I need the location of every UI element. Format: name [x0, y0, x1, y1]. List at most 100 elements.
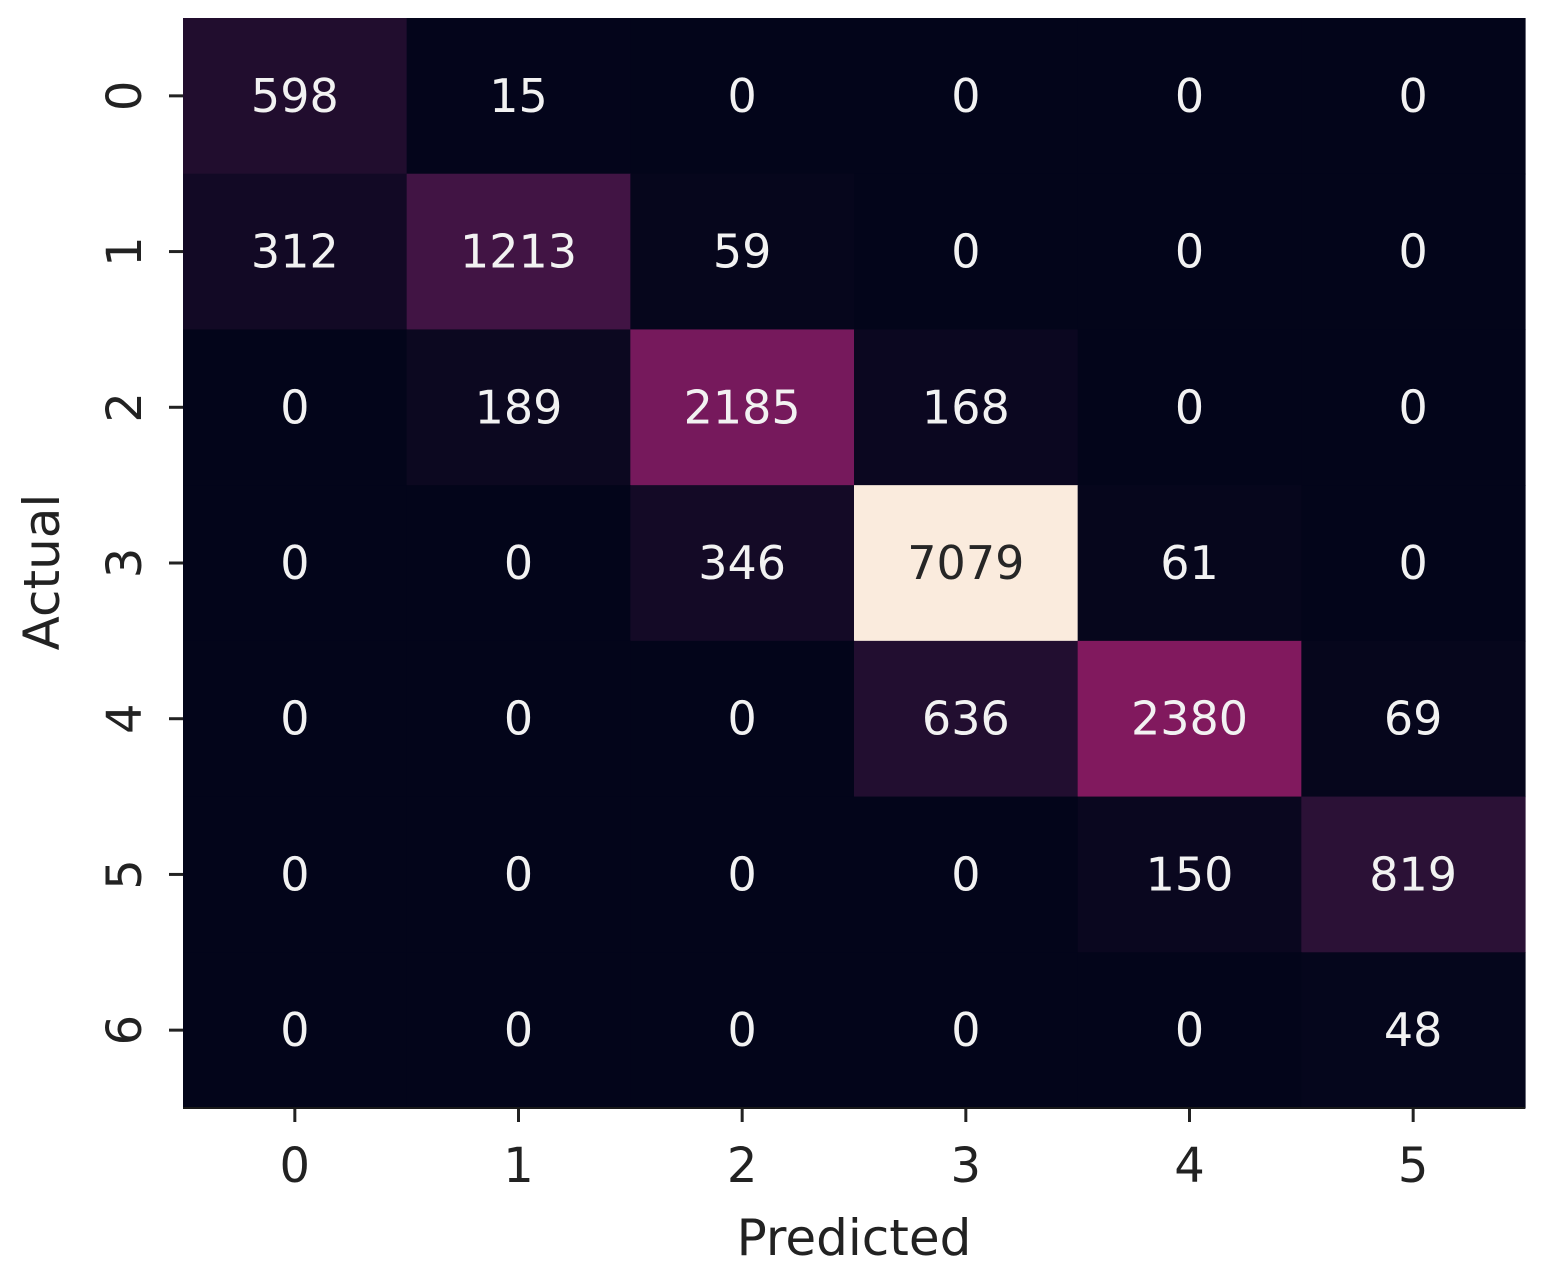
- heatmap-cell-r2-c3: [854, 329, 1079, 486]
- heatmap-cell-r0-c2: [630, 18, 855, 175]
- cell-value-r1-c3: 0: [951, 225, 980, 279]
- heatmap-cell-r6-c0: [183, 952, 408, 1109]
- cell-value-r3-c4: 61: [1160, 536, 1219, 590]
- cell-value-r1-c5: 0: [1399, 225, 1428, 279]
- heatmap-cell-r2-c1: [406, 329, 631, 486]
- heatmap-cell-r1-c1: [406, 173, 631, 331]
- heatmap-cell-r0-c0: [183, 18, 408, 175]
- x-axis-label: Predicted: [737, 1209, 972, 1267]
- heatmap-cell-r5-c2: [630, 796, 855, 953]
- cell-value-r2-c3: 168: [922, 380, 1010, 434]
- y-tick-label-5: 5: [97, 859, 153, 890]
- cell-value-r3-c5: 0: [1399, 536, 1428, 590]
- heatmap-cell-r6-c1: [406, 952, 631, 1109]
- cell-value-r2-c1: 189: [475, 380, 563, 434]
- heatmap-cell-r5-c1: [406, 796, 631, 953]
- heatmap-cell-r4-c5: [1301, 640, 1526, 798]
- heatmap-cell-r5-c5: [1301, 796, 1526, 953]
- heatmap-cell-r0-c4: [1077, 18, 1302, 175]
- heatmap-cell-r5-c0: [183, 796, 408, 953]
- cell-value-r0-c4: 0: [1175, 69, 1204, 123]
- heatmap-cell-r4-c2: [630, 640, 855, 798]
- cell-value-r6-c1: 0: [504, 1003, 533, 1057]
- cell-value-r5-c0: 0: [280, 847, 309, 901]
- heatmap-cell-r6-c3: [854, 952, 1079, 1109]
- cell-value-r5-c2: 0: [728, 847, 757, 901]
- y-tick-label-3: 3: [97, 548, 153, 579]
- cell-value-r1-c2: 59: [713, 225, 772, 279]
- heatmap-cell-r1-c5: [1301, 173, 1526, 331]
- x-tick-label-1: 1: [503, 1138, 534, 1194]
- heatmap-cell-r0-c1: [406, 18, 631, 175]
- y-axis-ticks: 0 1 2 3 4 5 6: [97, 81, 183, 1046]
- cell-value-r4-c5: 69: [1384, 692, 1443, 746]
- heatmap-cell-r6-c5: [1301, 952, 1526, 1109]
- heatmap-cell-r6-c2: [630, 952, 855, 1109]
- x-tick-label-5: 5: [1398, 1138, 1429, 1194]
- cell-value-r0-c1: 15: [489, 69, 548, 123]
- cell-value-r4-c3: 636: [922, 692, 1010, 746]
- heatmap-cell-r2-c2: [630, 329, 855, 486]
- cell-value-r6-c3: 0: [951, 1003, 980, 1057]
- y-tick-label-4: 4: [97, 703, 153, 734]
- cell-value-r0-c3: 0: [951, 69, 980, 123]
- heatmap-cell-r3-c1: [406, 485, 631, 642]
- y-tick-label-0: 0: [97, 81, 153, 112]
- cell-value-r5-c3: 0: [951, 847, 980, 901]
- cell-value-r1-c0: 312: [251, 225, 339, 279]
- cell-value-r6-c5: 48: [1384, 1003, 1443, 1057]
- y-tick-label-6: 6: [97, 1015, 153, 1046]
- heatmap-cells: [183, 18, 1526, 1109]
- y-axis-label: Actual: [13, 494, 71, 651]
- y-tick-label-1: 1: [97, 236, 153, 267]
- cell-value-r4-c4: 2380: [1131, 692, 1248, 746]
- cell-value-r2-c4: 0: [1175, 380, 1204, 434]
- heatmap-cell-r3-c0: [183, 485, 408, 642]
- cell-value-r4-c2: 0: [728, 692, 757, 746]
- cell-value-r4-c0: 0: [280, 692, 309, 746]
- heatmap-cell-r3-c3: [854, 485, 1079, 642]
- heatmap-cell-r1-c4: [1077, 173, 1302, 331]
- cell-value-r3-c2: 346: [698, 536, 786, 590]
- heatmap-cell-r2-c0: [183, 329, 408, 486]
- x-tick-label-3: 3: [951, 1138, 982, 1194]
- heatmap-cell-r3-c4: [1077, 485, 1302, 642]
- heatmap-cell-r1-c0: [183, 173, 408, 331]
- x-tick-label-0: 0: [280, 1138, 311, 1194]
- cell-value-r3-c0: 0: [280, 536, 309, 590]
- cell-value-r6-c0: 0: [280, 1003, 309, 1057]
- cell-value-r0-c2: 0: [728, 69, 757, 123]
- heatmap-cell-r4-c3: [854, 640, 1079, 798]
- cell-value-r6-c4: 0: [1175, 1003, 1204, 1057]
- heatmap-cell-r1-c2: [630, 173, 855, 331]
- cell-value-r3-c1: 0: [504, 536, 533, 590]
- heatmap-cell-r6-c4: [1077, 952, 1302, 1109]
- cell-value-r0-c5: 0: [1399, 69, 1428, 123]
- cell-value-r5-c4: 150: [1146, 847, 1234, 901]
- heatmap-cell-r0-c5: [1301, 18, 1526, 175]
- heatmap-cell-r2-c5: [1301, 329, 1526, 486]
- heatmap-cell-r3-c5: [1301, 485, 1526, 642]
- cell-value-r4-c1: 0: [504, 692, 533, 746]
- heatmap-cell-r4-c1: [406, 640, 631, 798]
- cell-value-r2-c5: 0: [1399, 380, 1428, 434]
- heatmap-cell-r5-c4: [1077, 796, 1302, 953]
- cell-value-r1-c4: 0: [1175, 225, 1204, 279]
- x-tick-label-4: 4: [1174, 1138, 1205, 1194]
- heatmap-cell-r4-c0: [183, 640, 408, 798]
- cell-value-r1-c1: 1213: [460, 225, 577, 279]
- heatmap-cell-r5-c3: [854, 796, 1079, 953]
- heatmap-cell-r3-c2: [630, 485, 855, 642]
- heatmap-cell-r4-c4: [1077, 640, 1302, 798]
- heatmap-cell-r2-c4: [1077, 329, 1302, 486]
- heatmap-cell-r1-c3: [854, 173, 1079, 331]
- cell-value-r2-c0: 0: [280, 380, 309, 434]
- cell-value-r6-c2: 0: [728, 1003, 757, 1057]
- cell-value-r0-c0: 598: [251, 69, 339, 123]
- heatmap-cell-r0-c3: [854, 18, 1079, 175]
- cell-value-r3-c3: 7079: [907, 536, 1024, 590]
- x-tick-label-2: 2: [727, 1138, 758, 1194]
- y-tick-label-2: 2: [97, 392, 153, 423]
